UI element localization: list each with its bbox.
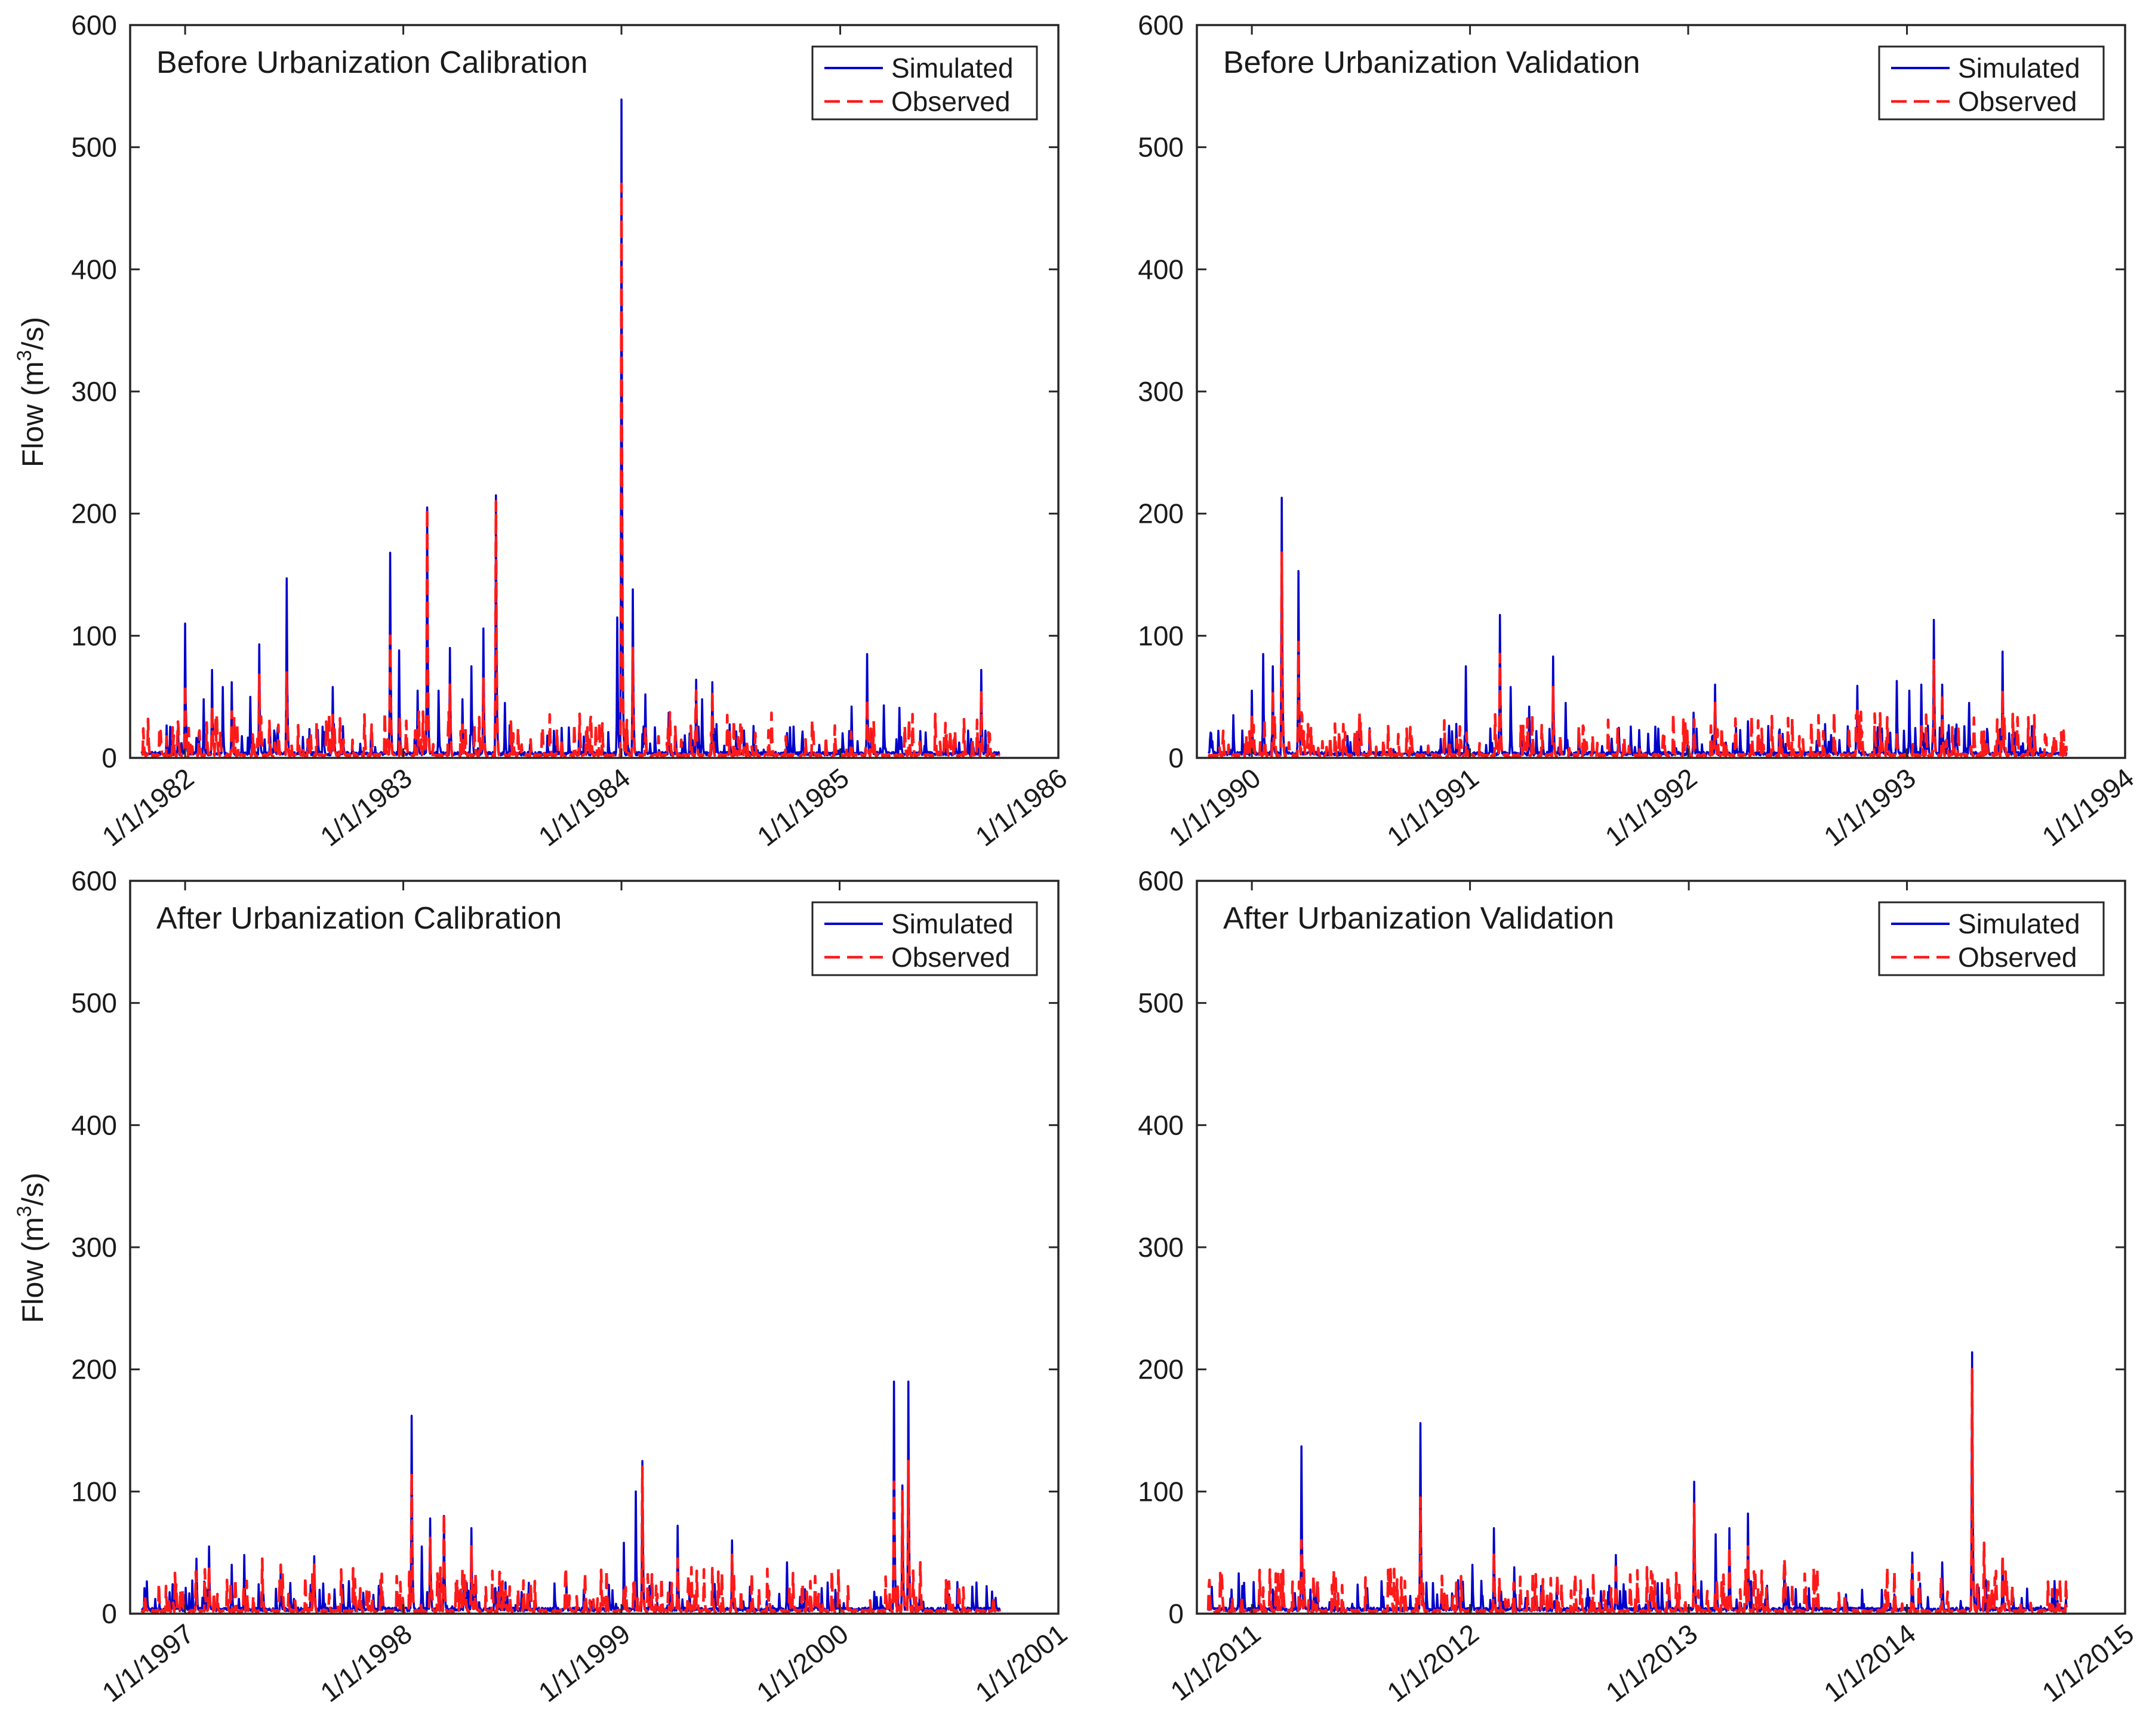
y-tick-label: 100 xyxy=(71,1476,117,1507)
legend-label-observed: Observed xyxy=(891,942,1010,973)
y-tick-label: 300 xyxy=(1138,1232,1184,1263)
y-tick-label: 500 xyxy=(1138,132,1184,163)
y-tick-label: 200 xyxy=(71,1354,117,1385)
legend-label-simulated: Simulated xyxy=(1958,53,2080,84)
y-tick-label: 200 xyxy=(1138,498,1184,529)
series-line-observed xyxy=(1206,1368,2068,1614)
series-line-observed xyxy=(140,1459,1002,1614)
y-tick-label: 500 xyxy=(71,132,117,163)
y-tick-label: 500 xyxy=(71,988,117,1019)
y-tick-label: 600 xyxy=(71,10,117,41)
y-tick-label: 500 xyxy=(1138,988,1184,1019)
legend-label-observed: Observed xyxy=(1958,942,2077,973)
y-tick-label: 200 xyxy=(1138,1354,1184,1385)
series-line-simulated xyxy=(1207,497,2068,757)
y-tick-label: 300 xyxy=(71,1232,117,1263)
panel-title: After Urbanization Calibration xyxy=(156,901,562,936)
legend-label-simulated: Simulated xyxy=(891,908,1014,939)
y-tick-label: 0 xyxy=(101,1598,117,1629)
panel-title: Before Urbanization Validation xyxy=(1223,45,1640,80)
panel-title: Before Urbanization Calibration xyxy=(156,45,588,80)
y-tick-label: 100 xyxy=(1138,1476,1184,1507)
y-tick-label: 400 xyxy=(1138,1109,1184,1140)
y-tick-label: 600 xyxy=(1138,865,1184,896)
y-tick-label: 100 xyxy=(1138,620,1184,651)
legend-label-simulated: Simulated xyxy=(1958,908,2080,939)
y-tick-label: 300 xyxy=(1138,376,1184,407)
y-tick-label: 200 xyxy=(71,498,117,529)
legend-label-simulated: Simulated xyxy=(891,53,1014,84)
y-axis-label-top: Flow (m3/s) xyxy=(13,317,50,467)
y-tick-label: 0 xyxy=(101,742,117,773)
series-line-observed xyxy=(140,182,1001,758)
series-line-observed xyxy=(1207,551,2068,758)
y-tick-label: 0 xyxy=(1168,1598,1184,1629)
y-tick-label: 400 xyxy=(71,254,117,285)
y-tick-label: 400 xyxy=(71,1109,117,1140)
panel-title: After Urbanization Validation xyxy=(1223,901,1614,936)
legend-label-observed: Observed xyxy=(1958,86,2077,117)
y-axis-label-bottom: Flow (m3/s) xyxy=(13,1173,50,1323)
y-tick-label: 600 xyxy=(71,865,117,896)
legend-label-observed: Observed xyxy=(891,86,1010,117)
y-tick-label: 100 xyxy=(71,620,117,651)
y-tick-label: 600 xyxy=(1138,10,1184,41)
y-tick-label: 300 xyxy=(71,376,117,407)
y-tick-label: 400 xyxy=(1138,254,1184,285)
y-tick-label: 0 xyxy=(1168,742,1184,773)
